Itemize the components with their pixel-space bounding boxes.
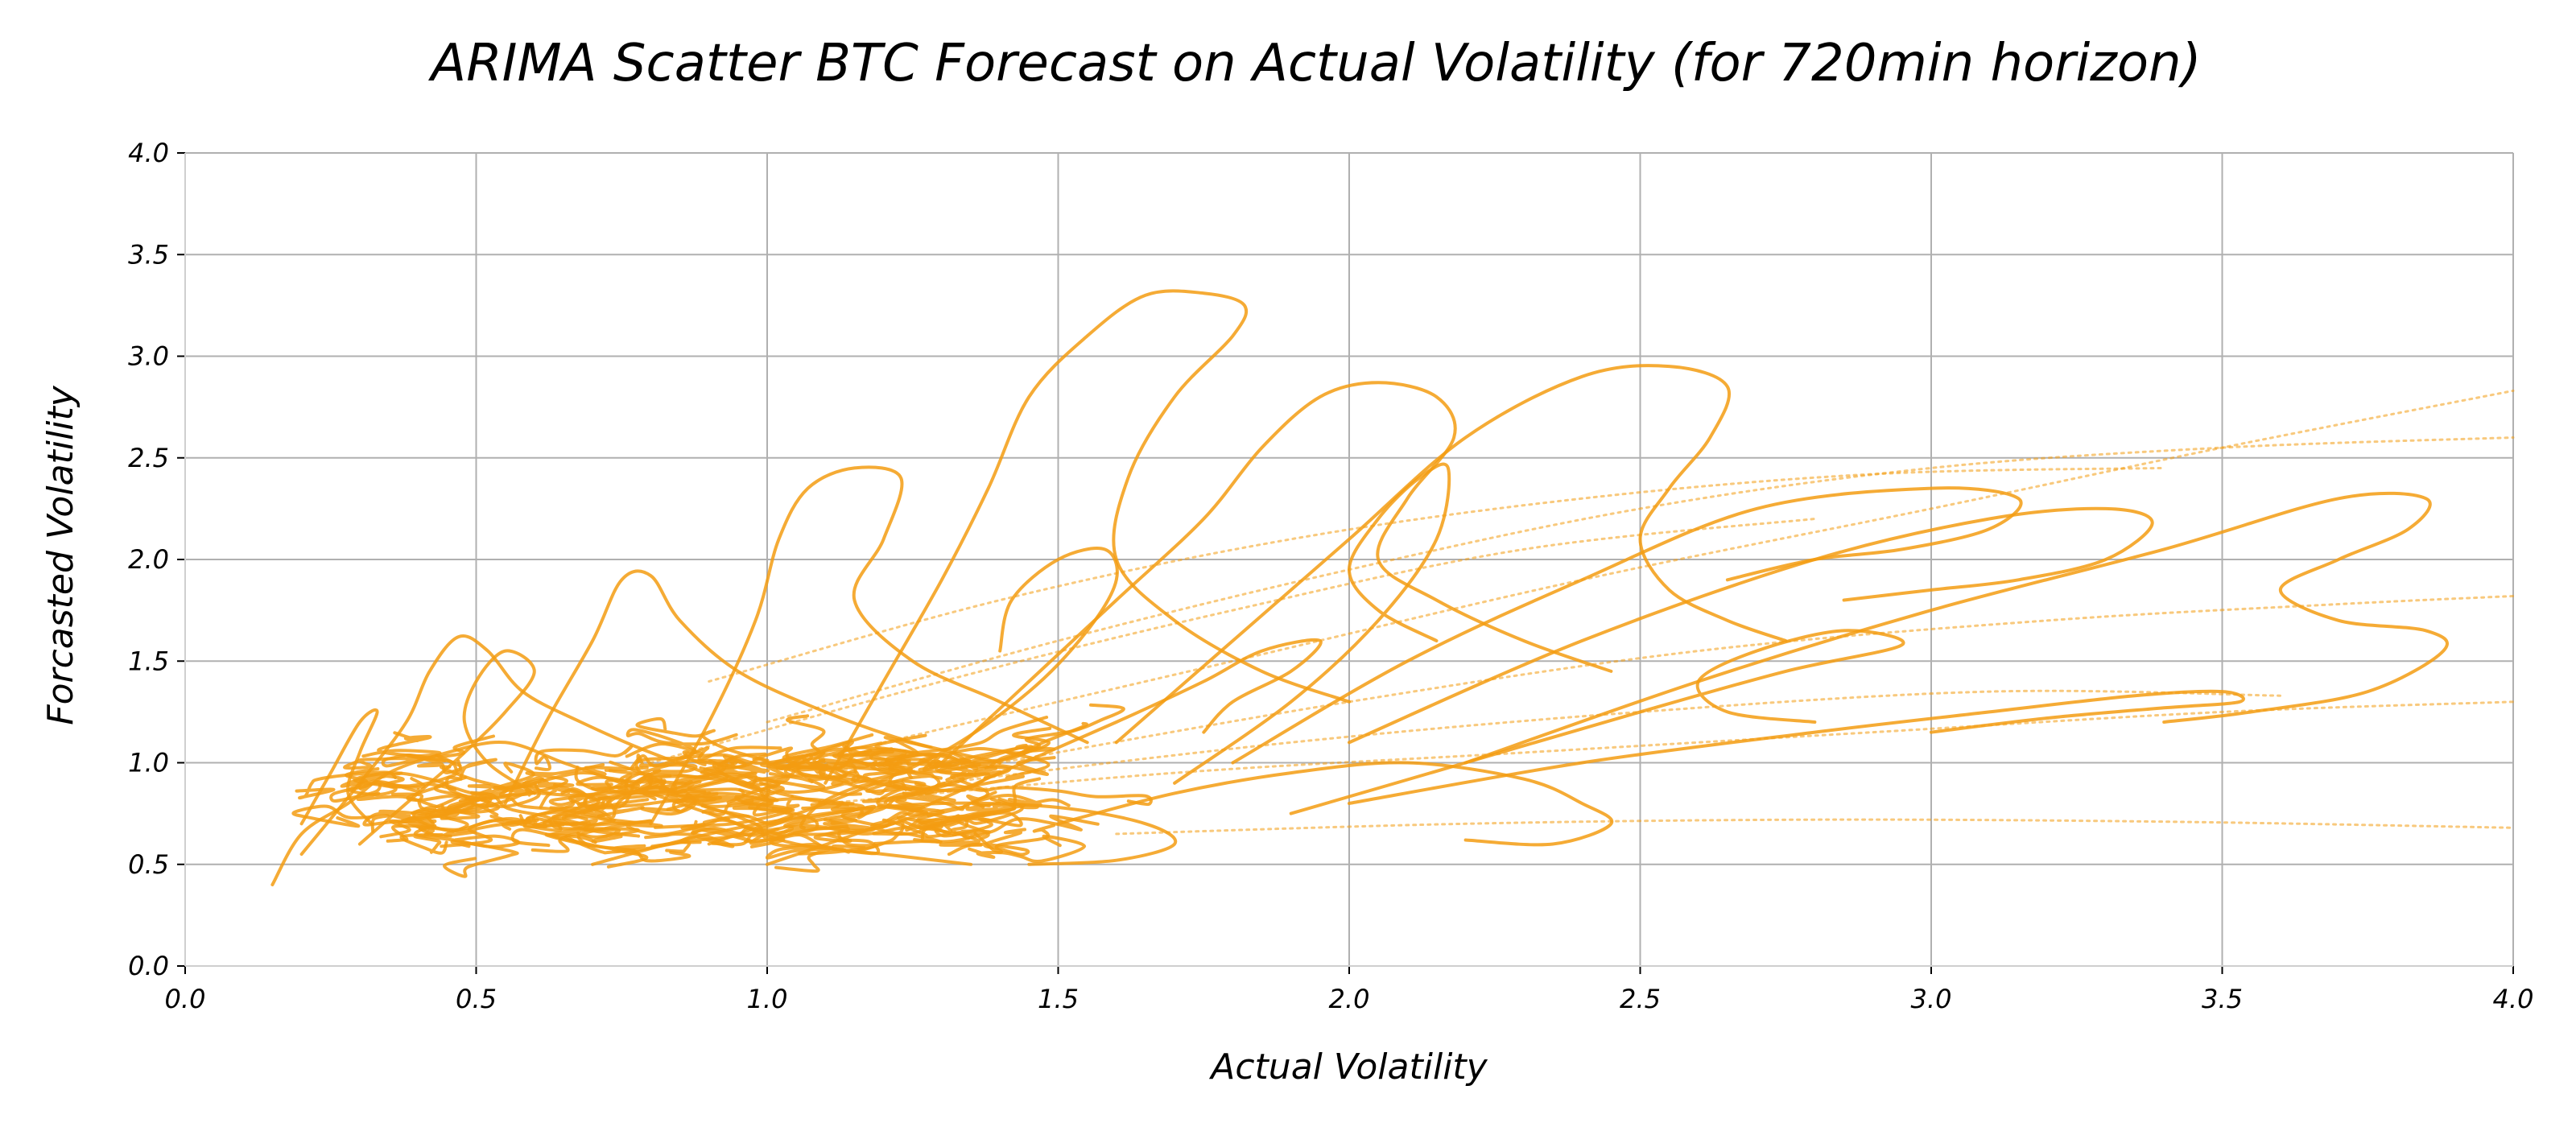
cluster-trace <box>791 756 843 778</box>
dotted-series-trace <box>940 689 2282 785</box>
cluster-trace <box>968 834 1087 864</box>
series-trace <box>1348 506 2154 745</box>
cluster-trace <box>752 795 855 817</box>
dotted-series-trace <box>708 466 2165 683</box>
cluster-trace <box>895 783 1153 807</box>
cluster-trace <box>390 775 501 814</box>
y-tick-label: 2.5 <box>128 443 169 473</box>
y-tick-label: 1.5 <box>128 646 169 676</box>
series-trace <box>1231 486 2023 765</box>
series-trace <box>299 708 379 826</box>
x-tick-label: 1.0 <box>747 984 788 1014</box>
y-tick-label: 0.0 <box>128 951 169 981</box>
cluster-trace <box>700 804 824 848</box>
series-trace <box>1289 629 1905 815</box>
cluster-trace <box>406 783 613 821</box>
cluster-trace <box>902 750 1051 803</box>
x-tick-label: 1.5 <box>1038 984 1079 1014</box>
x-tick-label: 0.0 <box>165 984 206 1014</box>
x-tick-label: 2.0 <box>1329 984 1370 1014</box>
cluster-trace <box>759 780 927 795</box>
cluster-trace <box>413 824 521 848</box>
series-trace <box>299 634 828 857</box>
y-tick-label: 2.0 <box>128 544 169 575</box>
cluster-trace <box>914 773 989 809</box>
cluster-trace <box>362 809 437 827</box>
cluster-trace <box>406 753 497 778</box>
cluster-trace <box>340 771 426 789</box>
series-trace <box>939 381 1613 765</box>
y-tick-label: 3.5 <box>128 239 169 270</box>
cluster-trace <box>518 814 623 844</box>
x-tick-label: 0.5 <box>456 984 497 1014</box>
x-tick-label: 3.0 <box>1911 984 1952 1014</box>
x-tick-label: 2.5 <box>1620 984 1661 1014</box>
series-trace <box>824 289 1351 785</box>
series-trace <box>270 740 973 886</box>
cluster-trace <box>574 766 663 794</box>
cluster-trace <box>839 766 941 803</box>
y-tick-label: 4.0 <box>128 138 169 168</box>
axes <box>177 152 2514 974</box>
cluster-trace <box>531 802 605 828</box>
cluster-trace <box>917 811 1023 838</box>
series-trace <box>1173 462 1451 785</box>
cluster-trace <box>361 731 442 758</box>
cluster-trace <box>872 777 1042 836</box>
x-tick-label: 3.5 <box>2202 984 2243 1014</box>
series-trace <box>357 649 536 846</box>
cluster-trace <box>291 804 390 833</box>
cluster-trace <box>638 778 746 801</box>
series-trace <box>649 465 1089 826</box>
cluster-trace <box>443 840 519 878</box>
cluster-trace <box>295 770 397 800</box>
cluster-trace <box>635 716 770 762</box>
cluster-trace <box>712 758 770 779</box>
cluster-trace <box>467 762 545 790</box>
dotted-series-trace <box>824 700 2515 805</box>
cluster-trace <box>881 818 991 840</box>
series-trace <box>1114 364 1788 745</box>
y-tick-label: 3.0 <box>128 341 169 372</box>
cluster-trace <box>973 824 1056 854</box>
data-series <box>270 289 2515 886</box>
tick-labels: 0.0 0.5 1.0 1.5 2.0 2.5 3.0 3.5 4.0 0.0 0.5 1.0 1.5 2… <box>128 138 2533 1014</box>
cluster-trace <box>630 745 782 770</box>
dotted-series-trace <box>649 518 1816 764</box>
chart-title: ARIMA Scatter BTC Forecast on Actual Vol… <box>427 34 2201 93</box>
cluster-trace <box>765 845 837 873</box>
cluster-trace <box>625 728 738 762</box>
cluster-trace <box>522 776 575 809</box>
cluster-trace <box>711 815 852 847</box>
y-axis-label: Forcasted Volatility <box>40 385 81 724</box>
cluster-trace <box>534 745 634 771</box>
cluster-trace <box>357 759 463 791</box>
dotted-series-trace <box>1115 818 2515 836</box>
x-tick-label: 4.0 <box>2493 984 2534 1014</box>
cluster-trace <box>873 736 933 779</box>
series-trace <box>1348 689 2245 805</box>
dotted-series-trace <box>998 595 2515 764</box>
cluster-trace <box>530 820 640 853</box>
series-trace <box>766 638 1323 866</box>
cluster-trace <box>608 753 812 778</box>
series-trace <box>1056 761 1614 847</box>
cluster-trace <box>971 793 1071 810</box>
series-trace <box>503 569 1002 805</box>
y-tick-label: 0.5 <box>128 849 169 880</box>
series-trace <box>591 801 1178 866</box>
y-tick-label: 1.0 <box>128 748 169 778</box>
x-axis-label: Actual Volatility <box>1208 1046 1488 1088</box>
series-trace <box>707 547 1119 846</box>
